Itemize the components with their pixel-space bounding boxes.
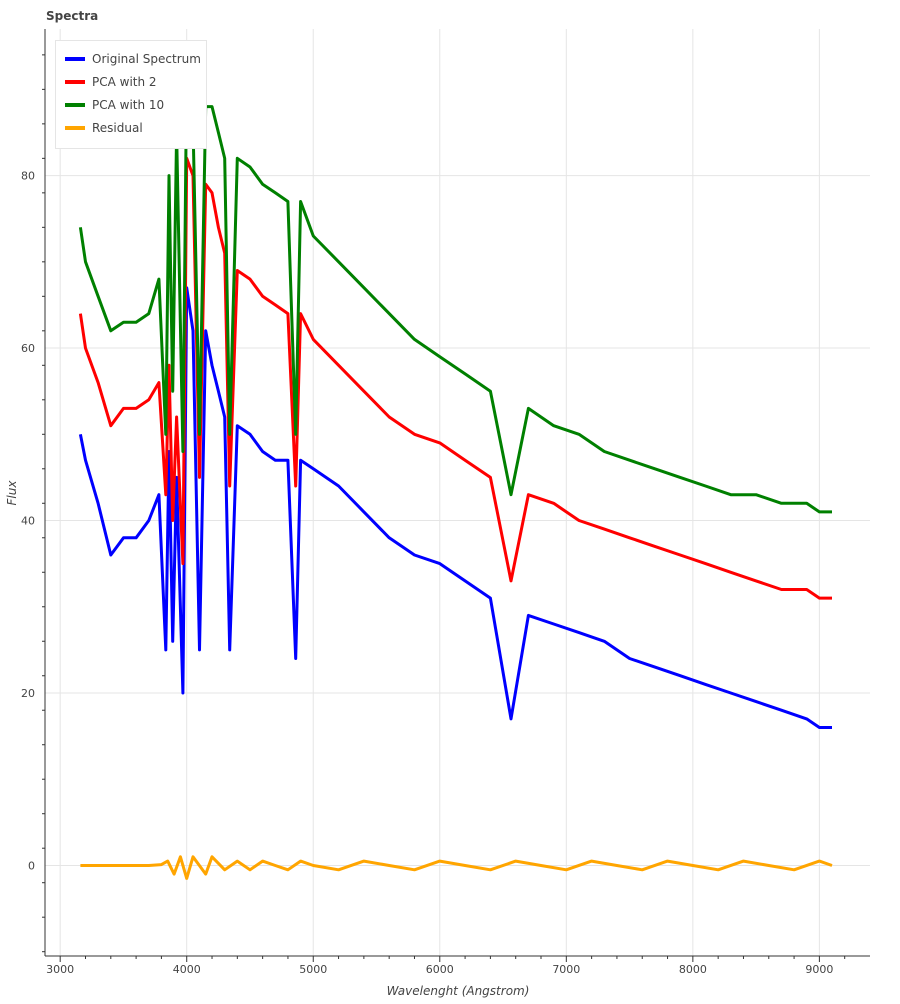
legend-item-pca2: PCA with 2	[65, 72, 157, 92]
x-tick-label-4000: 4000	[173, 963, 201, 976]
y-axis-title: Flux	[5, 480, 19, 506]
series-line-0	[78, 286, 832, 729]
legend-item-pca10: PCA with 10	[65, 95, 164, 115]
y-tick-label-80: 80	[21, 170, 35, 183]
legend-label-residual: Residual	[92, 121, 143, 135]
x-tick-label-6000: 6000	[426, 963, 454, 976]
series-line-2	[78, 70, 832, 514]
legend-label-pca2: PCA with 2	[92, 75, 157, 89]
y-tick-label-60: 60	[21, 342, 35, 355]
legend-swatch-original	[65, 57, 85, 61]
x-tick-label-8000: 8000	[679, 963, 707, 976]
series-line-1	[78, 156, 832, 600]
x-tick-label-3000: 3000	[46, 963, 74, 976]
legend-item-original: Original Spectrum	[65, 49, 201, 69]
series-lines	[78, 70, 833, 880]
y-tick-label-40: 40	[21, 515, 35, 528]
legend-item-residual: Residual	[65, 118, 143, 138]
legend: Original Spectrum PCA with 2 PCA with 10…	[55, 40, 207, 149]
chart-title: Spectra	[46, 9, 99, 23]
x-tick-label-9000: 9000	[805, 963, 833, 976]
legend-label-original: Original Spectrum	[92, 52, 201, 66]
series-line-3	[80, 855, 833, 880]
axes: 3000 4000 5000 6000 7000 8000 9000 0 20 40 60 80	[21, 29, 870, 976]
legend-swatch-pca2	[65, 80, 85, 84]
x-axis-title: Wavelenght (Angstrom)	[387, 984, 530, 998]
legend-swatch-pca10	[65, 103, 85, 107]
y-tick-label-20: 20	[21, 687, 35, 700]
x-tick-label-7000: 7000	[552, 963, 580, 976]
legend-swatch-residual	[65, 126, 85, 130]
legend-label-pca10: PCA with 10	[92, 98, 165, 112]
y-tick-label-0: 0	[28, 859, 35, 872]
x-tick-label-5000: 5000	[299, 963, 327, 976]
